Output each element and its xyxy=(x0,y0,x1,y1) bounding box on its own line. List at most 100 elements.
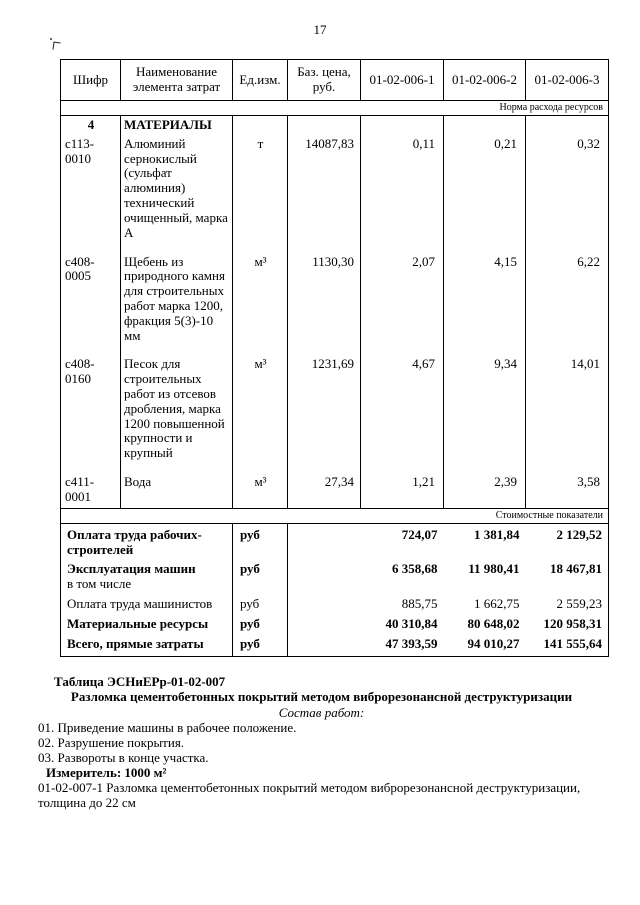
material-code: с113-0010 xyxy=(60,134,121,253)
cost-unit: руб xyxy=(232,523,288,561)
section-label-norm: Норма расхода ресурсов xyxy=(60,100,609,116)
column-header-norm-3: 01-02-006-3 xyxy=(525,59,609,101)
scan-artifact-dot xyxy=(50,38,52,40)
material-norm-1: 1,21 xyxy=(360,473,444,509)
material-name: Вода xyxy=(120,473,233,509)
material-unit: м³ xyxy=(232,355,288,474)
material-code: с408-0160 xyxy=(60,355,121,474)
material-norm-3: 14,01 xyxy=(525,355,609,474)
empty-cell xyxy=(360,115,444,135)
cost-value-3: 141 555,64 xyxy=(543,635,603,651)
cost-value-3: 120 958,31 xyxy=(543,615,603,631)
measure-line: Измеритель: 1000 м² xyxy=(46,764,167,780)
material-norm-3: 6,22 xyxy=(525,252,609,356)
material-norm-1: 2,07 xyxy=(360,252,444,356)
empty-cell xyxy=(443,115,526,135)
item-description: 01-02-007-1 Разломка цементобетонных пок… xyxy=(38,779,581,810)
column-header-norm-1: 01-02-006-1 xyxy=(360,59,444,101)
cost-value-2: 1 381,84 xyxy=(474,526,520,542)
cost-unit: руб xyxy=(232,614,288,635)
material-norm-2: 0,21 xyxy=(443,134,526,253)
table-header-row: Шифр Наименование элемента затрат Ед.изм… xyxy=(60,59,609,101)
material-row: с408-0005 Щебень из природного камня для… xyxy=(60,252,609,356)
material-name: Щебень из природного камня для строитель… xyxy=(120,252,233,356)
column-header-norm-2: 01-02-006-2 xyxy=(443,59,526,101)
material-norm-2: 9,34 xyxy=(443,355,526,474)
empty-cell xyxy=(287,614,361,635)
material-unit: м³ xyxy=(232,473,288,509)
material-name: Песок для строительных работ из отсевов … xyxy=(120,355,233,474)
material-code: с408-0005 xyxy=(60,252,121,356)
cost-value-1: 47 393,59 xyxy=(385,635,438,651)
next-table-title: Разломка цементобетонных покрытий методо… xyxy=(70,689,573,705)
notes-block: Таблица ЭСНиЕРр-01-02-007 Разломка цемен… xyxy=(38,674,605,810)
empty-cell xyxy=(287,594,361,615)
materials-group-code: 4 xyxy=(60,115,121,135)
cost-name: Материальные ресурсы xyxy=(67,615,209,631)
cost-name-main: Эксплуатация машин xyxy=(67,561,196,577)
material-norm-2: 4,15 xyxy=(443,252,526,356)
material-norm-1: 4,67 xyxy=(360,355,444,474)
material-norm-1: 0,11 xyxy=(360,134,444,253)
cost-row: Материальные ресурсы руб 40 310,84 80 64… xyxy=(61,614,609,635)
work-item: 02. Разрушение покрытия. xyxy=(38,734,185,750)
empty-cell xyxy=(287,523,361,561)
material-norm-3: 0,32 xyxy=(525,134,609,253)
material-unit: м³ xyxy=(232,252,288,356)
work-item: 03. Развороты в конце участка. xyxy=(38,749,209,765)
empty-cell xyxy=(287,560,361,595)
material-base-price: 14087,83 xyxy=(287,134,361,253)
cost-value-3: 18 467,81 xyxy=(550,561,602,577)
work-item: 01. Приведение машины в рабочее положени… xyxy=(38,719,297,735)
cost-value-2: 94 010,27 xyxy=(467,635,520,651)
material-base-price: 1130,30 xyxy=(287,252,361,356)
material-unit: т xyxy=(232,134,288,253)
cost-name: Оплата труда рабочих-строителей xyxy=(67,526,202,557)
cost-row: Оплата труда рабочих-строителей руб 724,… xyxy=(61,523,609,561)
cost-value-1: 724,07 xyxy=(401,526,438,542)
empty-cell xyxy=(525,115,609,135)
cost-value-1: 885,75 xyxy=(401,595,438,611)
cost-value-2: 80 648,02 xyxy=(467,615,520,631)
cost-name: Оплата труда машинистов xyxy=(67,595,213,611)
next-table-label: Таблица ЭСНиЕРр-01-02-007 xyxy=(54,674,226,690)
cost-value-2: 11 980,41 xyxy=(468,561,520,577)
material-row: с113-0010 Алюминий сернокислый (сульфат … xyxy=(60,134,609,253)
material-name: Алюминий сернокислый (сульфат алюминия) … xyxy=(120,134,233,253)
cost-unit: руб xyxy=(232,634,288,657)
material-row: с408-0160 Песок для строительных работ и… xyxy=(60,355,609,474)
cost-value-1: 40 310,84 xyxy=(385,615,438,631)
cost-name-note: в том числе xyxy=(67,576,132,592)
cost-unit: руб xyxy=(232,594,288,615)
empty-cell xyxy=(232,115,288,135)
column-header-base-price: Баз. цена, руб. xyxy=(287,59,361,101)
empty-cell xyxy=(287,115,361,135)
cost-value-1: 6 358,68 xyxy=(392,561,438,577)
section-band-norm: Норма расхода ресурсов xyxy=(60,100,609,116)
section-band-cost: Стоимостные показатели xyxy=(60,507,609,524)
column-header-unit: Ед.изм. xyxy=(232,59,288,101)
materials-group-title: МАТЕРИАЛЫ xyxy=(120,115,233,135)
cost-value-3: 2 559,23 xyxy=(556,595,603,611)
material-base-price: 1231,69 xyxy=(287,355,361,474)
page-number: 17 xyxy=(313,22,327,37)
material-row: с411-0001 Вода м³ 27,34 1,21 2,39 3,58 xyxy=(60,473,609,509)
scan-artifact-mark xyxy=(52,41,61,51)
section-label-cost: Стоимостные показатели xyxy=(60,507,609,524)
cost-value-3: 2 129,52 xyxy=(556,526,603,542)
column-header-shifr: Шифр xyxy=(60,59,121,101)
material-base-price: 27,34 xyxy=(287,473,361,509)
materials-group-row: 4 МАТЕРИАЛЫ xyxy=(60,115,609,135)
material-norm-3: 3,58 xyxy=(525,473,609,509)
cost-row: Оплата труда машинистов руб 885,75 1 662… xyxy=(61,594,609,615)
cost-name: Эксплуатация машин в том числе xyxy=(61,560,233,595)
cost-unit: руб xyxy=(232,560,288,595)
cost-name: Всего, прямые затраты xyxy=(67,635,204,651)
cost-value-2: 1 662,75 xyxy=(474,595,520,611)
material-norm-2: 2,39 xyxy=(443,473,526,509)
works-heading: Состав работ: xyxy=(278,704,365,720)
cost-norm-table: Шифр Наименование элемента затрат Ед.изм… xyxy=(60,59,609,658)
material-code: с411-0001 xyxy=(60,473,121,509)
empty-cell xyxy=(287,634,361,657)
